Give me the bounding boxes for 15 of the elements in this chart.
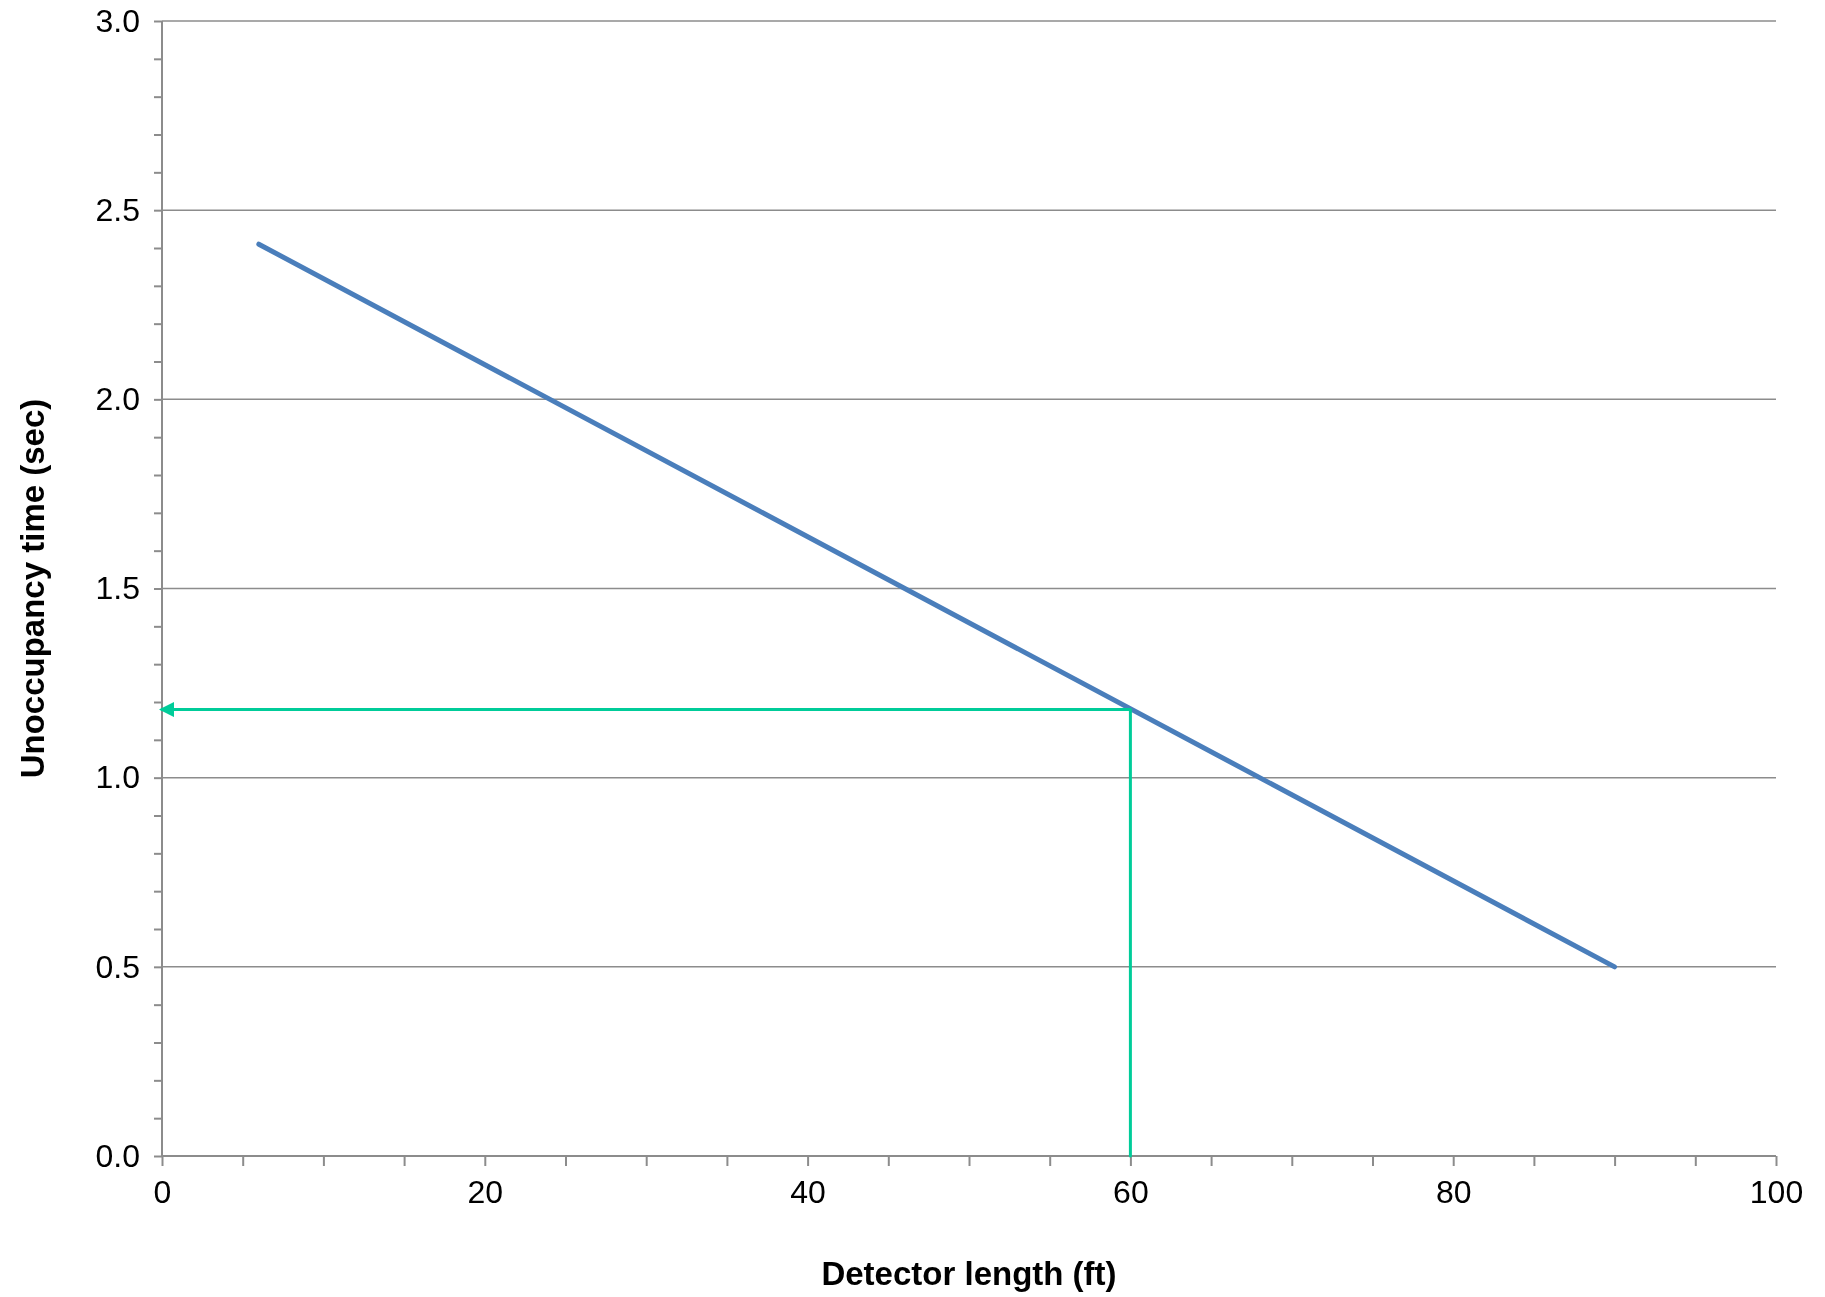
x-tick-label: 60 — [1113, 1173, 1149, 1210]
y-tick-label: 1.5 — [95, 570, 140, 607]
y-tick-label: 0.5 — [95, 948, 140, 985]
y-axis-title: Unoccupancy time (sec) — [14, 398, 51, 779]
y-tick-label: 2.0 — [95, 381, 140, 418]
x-tick-label: 0 — [153, 1173, 172, 1210]
x-tick-label: 100 — [1749, 1173, 1804, 1210]
y-tick-label: 0.0 — [95, 1137, 140, 1174]
y-tick-label: 3.0 — [95, 2, 140, 39]
y-tick-label: 2.5 — [95, 191, 140, 228]
x-tick-label: 80 — [1435, 1173, 1472, 1210]
x-tick-label: 40 — [790, 1173, 826, 1210]
x-axis-title: Detector length (ft) — [821, 1255, 1117, 1292]
x-tick-label: 20 — [467, 1173, 504, 1210]
y-tick-label: 1.0 — [95, 759, 140, 796]
